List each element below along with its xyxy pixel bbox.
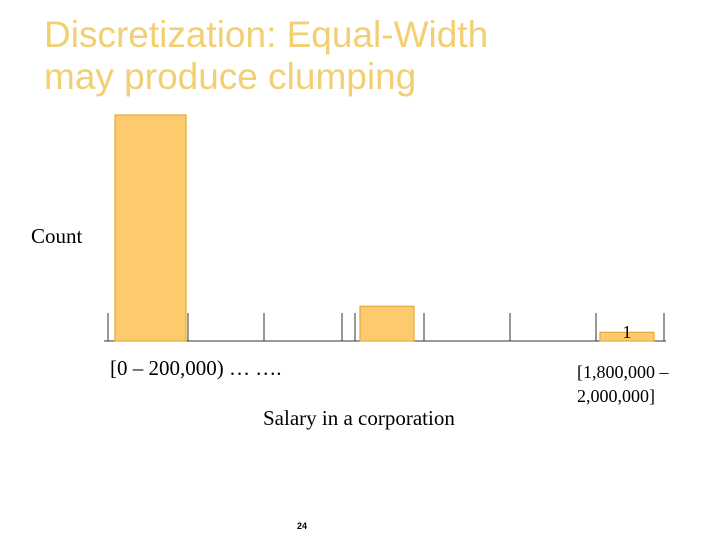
bars-group xyxy=(114,114,655,342)
slide-title: Discretization: Equal-Width may produce … xyxy=(44,14,489,97)
x-tick-label-first-bin: [0 – 200,000) … …. xyxy=(110,356,282,380)
bar-bin-0 xyxy=(114,114,187,342)
x-tick-label-last-bin: [1,800,000 – 2,000,000] xyxy=(577,362,669,406)
data-labels-group: 1 xyxy=(623,322,632,342)
page-number: 24 xyxy=(297,521,308,531)
data-label-bin-9: 1 xyxy=(623,322,632,342)
bar-bin-9 xyxy=(599,331,655,342)
x-axis-label: Salary in a corporation xyxy=(263,406,455,430)
bar-bin-3 xyxy=(359,305,415,342)
x-axis-ticks xyxy=(107,313,665,341)
y-axis-label: Count xyxy=(31,224,83,248)
